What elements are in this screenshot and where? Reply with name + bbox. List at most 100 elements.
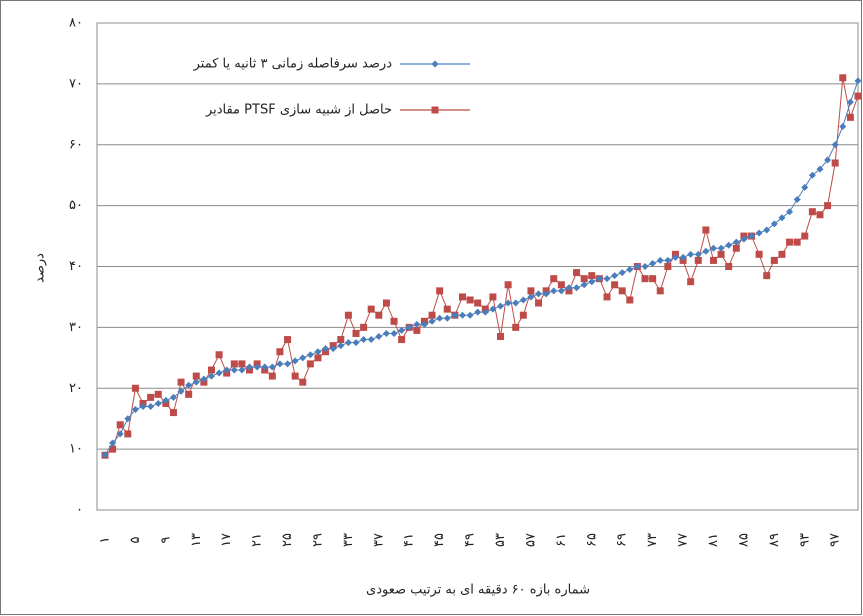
legend-marker <box>431 106 439 114</box>
point <box>573 284 581 292</box>
point <box>550 287 558 295</box>
point <box>824 202 832 210</box>
point <box>512 299 520 307</box>
point <box>291 372 299 380</box>
point <box>131 384 139 392</box>
point <box>177 378 185 386</box>
point <box>580 275 588 283</box>
y-tick-label: ۸۰ <box>69 16 83 31</box>
point <box>116 430 124 438</box>
point <box>268 372 276 380</box>
point <box>139 403 147 411</box>
point <box>618 287 626 295</box>
point <box>428 317 436 325</box>
point <box>207 372 215 380</box>
x-tick-label: ۵۳ <box>493 533 508 547</box>
point <box>390 329 398 337</box>
point <box>702 247 710 255</box>
x-tick-label: ۸۹ <box>767 533 782 547</box>
point <box>580 281 588 289</box>
point <box>611 281 619 289</box>
point <box>443 305 451 313</box>
point <box>725 241 733 249</box>
point <box>124 415 132 423</box>
point <box>732 244 740 252</box>
point <box>192 372 200 380</box>
y-tick-label: ۵۰ <box>69 198 83 213</box>
point <box>831 141 839 149</box>
point <box>382 329 390 337</box>
point <box>413 320 421 328</box>
point <box>748 232 756 240</box>
point <box>367 336 375 344</box>
point <box>284 360 292 368</box>
point <box>786 208 794 216</box>
x-tick-label: ۴۹ <box>463 533 478 547</box>
point <box>458 311 466 319</box>
point <box>169 393 177 401</box>
point <box>428 311 436 319</box>
point <box>542 290 550 298</box>
point <box>763 226 771 234</box>
point <box>154 390 162 398</box>
point <box>261 363 269 371</box>
x-tick-label: ۸۵ <box>736 533 751 547</box>
point <box>367 305 375 313</box>
point <box>109 445 117 453</box>
point <box>839 74 847 82</box>
point <box>603 293 611 301</box>
point <box>481 308 489 316</box>
point <box>352 329 360 337</box>
point <box>770 256 778 264</box>
point <box>101 451 109 459</box>
point <box>443 314 451 322</box>
point <box>535 290 543 298</box>
point <box>420 320 428 328</box>
point <box>466 296 474 304</box>
x-axis-title: شماره بازه ۶۰ دقیقه ای به ترتیب صعودی <box>366 583 590 598</box>
point <box>504 299 512 307</box>
point <box>527 287 535 295</box>
x-tick-label: ۴۱ <box>402 533 417 547</box>
point <box>375 333 383 341</box>
point <box>489 305 497 313</box>
point <box>268 363 276 371</box>
point <box>230 360 238 368</box>
point <box>808 171 816 179</box>
x-tick-label: ۶۱ <box>554 533 569 547</box>
x-tick-label: ۶۵ <box>584 533 599 547</box>
point <box>755 250 763 258</box>
point <box>770 220 778 228</box>
point <box>824 156 832 164</box>
point <box>306 360 314 368</box>
legend-label: درصد سرفاصله زمانی ۳ ثانیه یا کمتر <box>193 57 393 72</box>
x-tick-label: ۲۹ <box>310 533 325 547</box>
point <box>709 256 717 264</box>
point <box>656 256 664 264</box>
point <box>603 275 611 283</box>
point <box>398 336 406 344</box>
point <box>588 278 596 286</box>
point <box>200 375 208 383</box>
point <box>436 287 444 295</box>
point <box>801 183 809 191</box>
point <box>588 272 596 280</box>
point <box>641 275 649 283</box>
point <box>162 396 170 404</box>
point <box>124 430 132 438</box>
point <box>185 381 193 389</box>
point <box>154 399 162 407</box>
point <box>474 299 482 307</box>
point <box>694 256 702 264</box>
point <box>656 287 664 295</box>
point <box>284 336 292 344</box>
point <box>626 266 634 274</box>
point <box>116 421 124 429</box>
x-tick-label: ۳۳ <box>341 533 356 547</box>
x-tick-label: ۲۱ <box>250 533 265 547</box>
point <box>147 393 155 401</box>
point <box>626 296 634 304</box>
point <box>702 226 710 234</box>
point <box>299 354 307 362</box>
point <box>497 333 505 341</box>
